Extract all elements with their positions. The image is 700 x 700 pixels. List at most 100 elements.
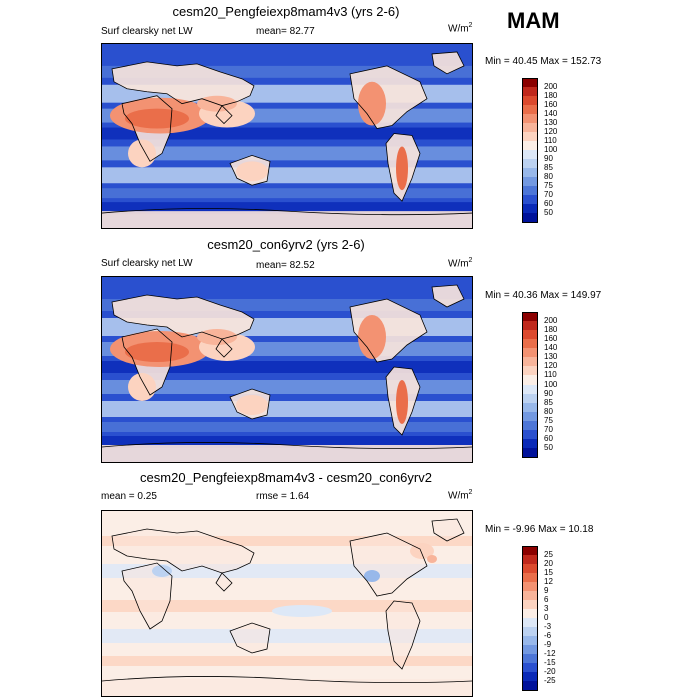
colorbar-tick-label: 75 [544,415,553,425]
panel-3-units-sup: 2 [468,489,473,496]
colorbar-cell [522,204,538,214]
colorbar-tick-label: -3 [544,622,552,631]
coastlines [102,284,472,449]
colorbar-tick-label: 15 [544,568,553,577]
colorbar-tick-label: 60 [544,199,553,208]
colorbar-tick-label: 120 [544,127,558,136]
colorbar-tick-label: 50 [544,442,553,452]
colorbar-cell [522,366,538,376]
colorbar-cell [522,447,538,458]
colorbar-tick-label: 90 [544,154,553,163]
colorbar-cell [522,348,538,358]
colorbar-tick-label: 85 [544,397,553,407]
colorbar-tick-label: 180 [544,325,558,335]
colorbar-cell [522,168,538,178]
colorbar-cell [522,618,538,628]
colorbar-cell [522,357,538,367]
colorbar-tick-label: 0 [544,613,549,622]
coastlines [102,518,472,683]
colorbar-tick-label: -20 [544,667,556,676]
panel-3-colorbar: 25 20 15 12 9 6 3 0 -3 -6 -9 -12 -15 -20 -25 [522,546,582,691]
colorbar-tick-label: 80 [544,406,553,416]
colorbar-tick-label: -9 [544,640,552,649]
panel-3-title: cesm20_Pengfeiexp8mam4v3 - cesm20_con6yr… [140,470,432,485]
colorbar-tick-label: 60 [544,433,553,443]
panel-3-minmax: Min = -9.96 Max = 10.18 [485,524,594,535]
panel-3-map [101,510,473,697]
colorbar-cell [522,339,538,349]
colorbar-cell [522,645,538,655]
colorbar-cell [522,681,538,691]
colorbar-cell [522,573,538,583]
panel-3-units-text: W/m [448,490,469,502]
colorbar-tick-label: 120 [544,361,558,371]
panel-2-units-sup: 2 [468,257,473,264]
colorbar-tick-label: 110 [544,370,557,380]
colorbar-tick-label: 6 [544,595,549,604]
panel-1-units: W/m2 [448,22,472,34]
colorbar-cell [522,186,538,196]
colorbar-tick-label: 100 [544,145,558,154]
map-field [102,511,472,696]
panel-1-minmax: Min = 40.45 Max = 152.73 [485,56,602,67]
panel-2-mean-label: mean= 82.52 [256,260,315,271]
colorbar-cell [522,195,538,205]
colorbar-cell [522,393,538,404]
colorbar-cell [522,78,538,88]
colorbar-cell [522,420,538,431]
colorbar-cell [522,402,538,413]
panel-2-colorbar: 200 180 160 140 130 120 110 100 90 85 80 75 70 60 50 [522,312,582,458]
panel-2-units: W/m2 [448,257,472,269]
colorbar-tick-label: 200 [544,316,558,326]
colorbar-cell [522,672,538,682]
colorbar-cell [522,591,538,601]
colorbar-cell [522,438,538,449]
colorbar-tick-label: 160 [544,334,558,344]
colorbar-cell [522,411,538,422]
colorbar-cell [522,384,538,395]
colorbar-tick-label: -12 [544,649,556,658]
colorbar-cell [522,654,538,664]
colorbar-tick-label: 9 [544,586,549,595]
colorbar-cell [522,600,538,610]
colorbar-cell [522,564,538,574]
colorbar-cell [522,96,538,106]
panel-2-map [101,276,473,463]
colorbar-tick-label: 130 [544,118,558,127]
colorbar-cell [522,123,538,133]
panel-1-mean-label: mean= 82.77 [256,26,315,37]
colorbar-tick-label: -6 [544,631,552,640]
colorbar-cell [522,213,538,223]
colorbar-tick-label: 70 [544,424,553,434]
colorbar-tick-label: 140 [544,109,558,118]
colorbar-cell [522,150,538,160]
colorbar-cell [522,330,538,340]
colorbar-tick-label: 12 [544,577,553,586]
colorbar-tick-label: 3 [544,604,549,613]
panel-1-title: cesm20_Pengfeiexp8mam4v3 (yrs 2-6) [172,4,400,19]
season-label: MAM [507,8,560,33]
colorbar-tick-label: 85 [544,163,553,172]
map-field [102,44,472,228]
colorbar-cell [522,636,538,646]
panel-1-units-text: W/m [448,23,469,35]
colorbar-cell [522,321,538,331]
panel-2-minmax: Min = 40.36 Max = 149.97 [485,290,602,301]
colorbar-tick-label: 200 [544,82,558,91]
colorbar-tick-label: 75 [544,181,553,190]
colorbar-tick-label: 130 [544,352,558,362]
map-field [102,277,472,462]
colorbar-cell [522,159,538,169]
colorbar-cell [522,87,538,97]
coastlines [102,51,472,216]
colorbar-cell [522,375,538,385]
colorbar-cell [522,627,538,637]
colorbar-cell [522,546,538,556]
colorbar-cell [522,429,538,440]
colorbar-tick-label: 50 [544,208,553,217]
colorbar-tick-label: 25 [544,550,553,559]
colorbar-cell [522,105,538,115]
colorbar-cell [522,114,538,124]
colorbar-cell [522,555,538,565]
colorbar-cell [522,177,538,187]
